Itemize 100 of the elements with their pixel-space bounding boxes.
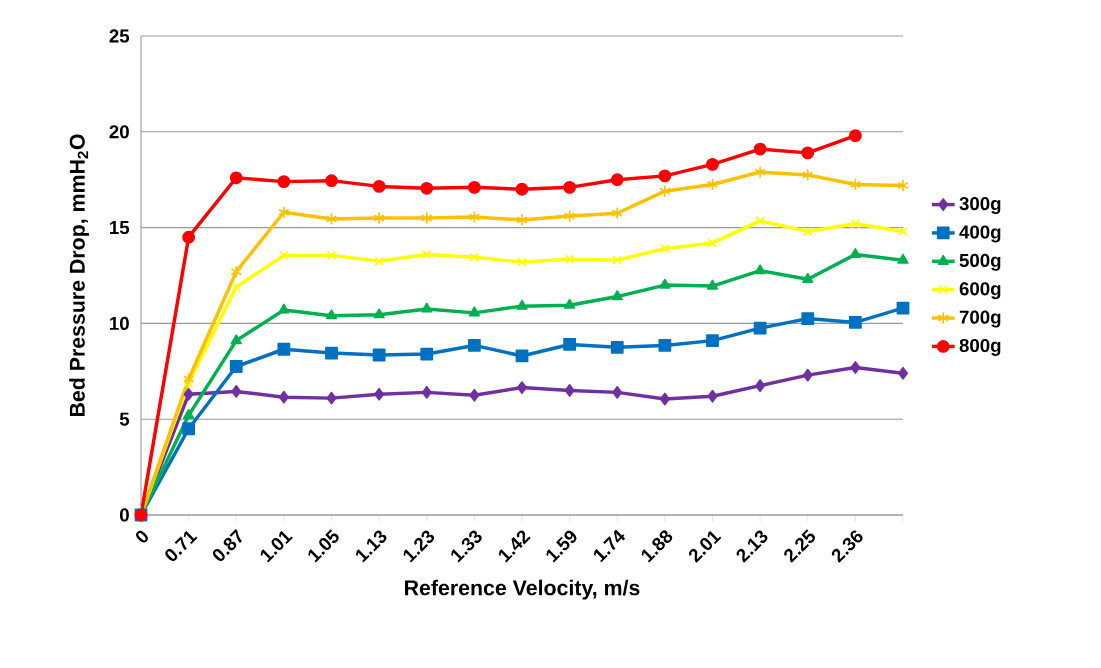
point: [611, 290, 623, 301]
point: [802, 368, 813, 382]
point: [468, 210, 481, 224]
point: [277, 175, 291, 189]
point: [182, 372, 195, 386]
point: [516, 299, 528, 310]
x-axis-title: Reference Velocity, m/s: [405, 579, 640, 600]
point: [610, 173, 624, 187]
point: [469, 252, 480, 263]
point: [706, 279, 719, 290]
y-tick-label: 25: [109, 29, 130, 43]
point: [848, 316, 862, 329]
point: [611, 206, 623, 220]
x-tick-label: 0.71: [165, 530, 198, 561]
legend-label: 400g: [959, 225, 1001, 243]
point: [755, 216, 765, 226]
y-tick-label: 15: [110, 221, 130, 235]
point: [326, 250, 337, 261]
point: [516, 213, 528, 227]
point: [849, 178, 862, 191]
point: [707, 389, 718, 403]
y-axis-title: Bed Pressure Drop, mmH$_{2}$O: [69, 134, 90, 417]
y-tick-label: 20: [109, 125, 129, 139]
point: [421, 385, 432, 399]
legend-label: 700g: [959, 310, 1001, 328]
point: [374, 256, 384, 266]
point: [278, 303, 290, 314]
point: [707, 238, 718, 248]
point: [564, 254, 575, 264]
point: [563, 338, 577, 351]
point: [420, 181, 434, 195]
point: [802, 272, 814, 283]
point: [182, 230, 196, 244]
point: [468, 306, 481, 317]
point: [897, 253, 909, 264]
point: [325, 212, 338, 226]
point: [754, 165, 766, 179]
point: [850, 361, 861, 374]
point: [469, 388, 480, 402]
point: [848, 129, 862, 143]
point: [373, 308, 385, 319]
legend-label: 800g: [959, 338, 1001, 356]
point: [658, 169, 672, 183]
point: [660, 243, 670, 254]
point: [706, 178, 719, 191]
point: [279, 250, 289, 261]
point: [659, 184, 671, 198]
point: [372, 348, 386, 362]
point: [706, 157, 719, 171]
point: [231, 282, 242, 292]
point: [421, 211, 433, 225]
point: [182, 422, 196, 436]
point: [563, 209, 576, 223]
point: [326, 391, 337, 405]
point: [801, 146, 815, 160]
point: [231, 385, 242, 398]
point: [706, 334, 719, 348]
point: [229, 360, 243, 373]
point: [278, 205, 290, 219]
point: [325, 346, 338, 360]
legend-label: 600g: [959, 282, 1001, 300]
point: [753, 321, 767, 335]
y-tick-label: 5: [119, 412, 130, 426]
point: [659, 278, 671, 289]
point: [230, 334, 242, 345]
point: [753, 142, 767, 156]
point: [420, 347, 434, 361]
point: [182, 408, 195, 419]
point: [801, 312, 815, 325]
point: [755, 379, 766, 393]
point: [849, 248, 862, 259]
point: [612, 385, 623, 399]
point: [517, 381, 527, 394]
point: [183, 378, 194, 388]
point: [515, 182, 529, 196]
point: [802, 226, 813, 237]
y-tick-label: 0: [119, 508, 129, 522]
point: [230, 265, 242, 279]
point: [898, 366, 908, 380]
point: [372, 180, 386, 193]
point: [612, 255, 623, 265]
point: [183, 387, 194, 401]
point: [850, 219, 861, 229]
point: [467, 180, 481, 194]
point: [517, 257, 527, 267]
point: [563, 180, 577, 194]
point: [897, 179, 909, 192]
legend-label: 500g: [959, 253, 1001, 271]
point: [421, 249, 432, 260]
x-tick-label: 0: [136, 530, 148, 543]
point: [325, 309, 338, 320]
point: [373, 211, 385, 225]
point: [610, 340, 624, 354]
point: [467, 339, 481, 352]
point: [898, 226, 908, 237]
point: [421, 302, 433, 313]
point: [374, 387, 385, 401]
point: [563, 298, 576, 309]
legend-label: 300g: [959, 197, 1001, 215]
point: [278, 390, 289, 404]
